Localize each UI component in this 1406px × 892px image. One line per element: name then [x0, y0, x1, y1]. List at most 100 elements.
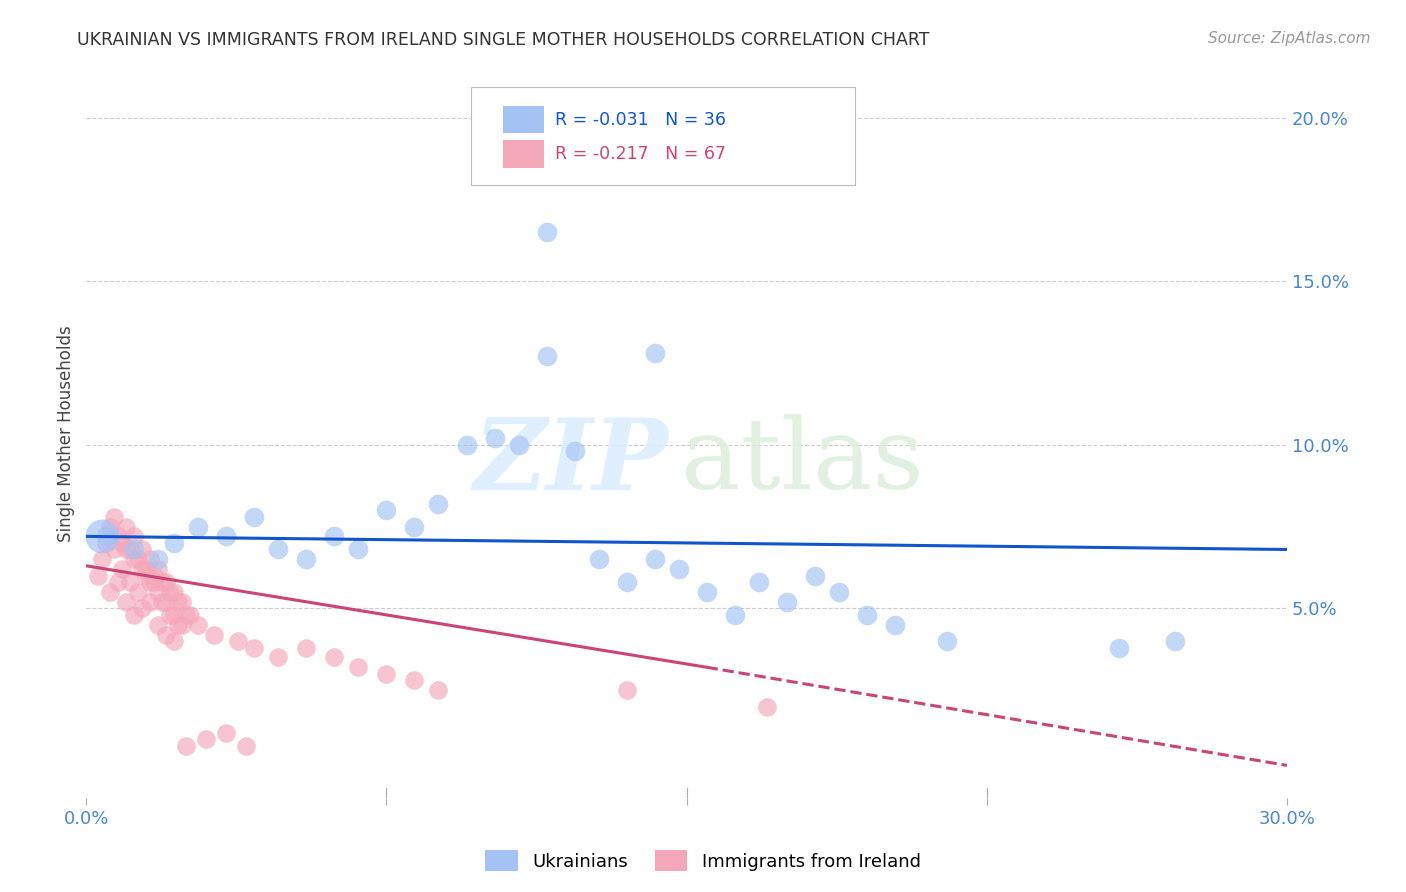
Point	[131, 542, 153, 557]
Point	[148, 552, 170, 566]
FancyBboxPatch shape	[503, 140, 544, 168]
Point	[484, 431, 506, 445]
Point	[456, 438, 478, 452]
Point	[120, 575, 142, 590]
Point	[404, 519, 426, 533]
Point	[139, 575, 162, 590]
Point	[215, 529, 238, 543]
Text: UKRAINIAN VS IMMIGRANTS FROM IRELAND SINGLE MOTHER HOUSEHOLDS CORRELATION CHART: UKRAINIAN VS IMMIGRANTS FROM IRELAND SIN…	[77, 31, 929, 49]
Text: R = -0.217   N = 67: R = -0.217 N = 67	[554, 145, 725, 163]
Point	[748, 575, 770, 590]
Point	[163, 607, 186, 622]
Point	[508, 438, 530, 452]
Point	[564, 444, 586, 458]
Point	[588, 552, 610, 566]
Point	[803, 568, 825, 582]
Point	[828, 585, 851, 599]
Legend: Ukrainians, Immigrants from Ireland: Ukrainians, Immigrants from Ireland	[478, 843, 928, 879]
Point	[87, 568, 110, 582]
Point	[616, 683, 638, 698]
Point	[167, 595, 190, 609]
Text: R = -0.031   N = 36: R = -0.031 N = 36	[554, 111, 725, 128]
Point	[243, 640, 266, 655]
Point	[148, 617, 170, 632]
Point	[215, 725, 238, 739]
Text: Source: ZipAtlas.com: Source: ZipAtlas.com	[1208, 31, 1371, 46]
Point	[228, 634, 250, 648]
Point	[159, 607, 181, 622]
Point	[96, 536, 118, 550]
Point	[115, 595, 138, 609]
Point	[159, 585, 181, 599]
Point	[176, 607, 198, 622]
Point	[103, 509, 125, 524]
Point	[150, 575, 173, 590]
Point	[295, 640, 318, 655]
Point	[139, 595, 162, 609]
Point	[155, 595, 177, 609]
Point	[98, 585, 121, 599]
Point	[150, 595, 173, 609]
Point	[427, 497, 450, 511]
Point	[111, 536, 134, 550]
Point	[124, 542, 146, 557]
Point	[179, 607, 201, 622]
Point	[96, 529, 118, 543]
Point	[883, 617, 905, 632]
Point	[148, 585, 170, 599]
Point	[644, 346, 666, 360]
Point	[616, 575, 638, 590]
Point	[135, 562, 157, 576]
FancyBboxPatch shape	[503, 106, 544, 134]
Point	[323, 650, 346, 665]
Point	[143, 575, 166, 590]
Point	[135, 568, 157, 582]
Y-axis label: Single Mother Households: Single Mother Households	[58, 325, 75, 541]
Point	[143, 568, 166, 582]
Point	[124, 607, 146, 622]
Point	[935, 634, 957, 648]
Point	[155, 627, 177, 641]
Point	[91, 529, 114, 543]
Point	[127, 585, 149, 599]
Point	[776, 595, 799, 609]
Point	[1108, 640, 1130, 655]
Point	[295, 552, 318, 566]
Point	[187, 617, 209, 632]
Point	[163, 536, 186, 550]
Point	[427, 683, 450, 698]
Point	[696, 585, 718, 599]
Point	[668, 562, 690, 576]
Point	[267, 650, 290, 665]
Point	[347, 660, 370, 674]
Point	[375, 666, 398, 681]
Point	[855, 607, 877, 622]
FancyBboxPatch shape	[471, 87, 855, 186]
Point	[347, 542, 370, 557]
Point	[167, 617, 190, 632]
Point	[91, 552, 114, 566]
Point	[267, 542, 290, 557]
Point	[202, 627, 225, 641]
Point	[404, 673, 426, 688]
Point	[243, 509, 266, 524]
Point	[163, 585, 186, 599]
Point	[115, 542, 138, 557]
Point	[103, 542, 125, 557]
Point	[124, 552, 146, 566]
Text: atlas: atlas	[681, 415, 924, 510]
Point	[127, 552, 149, 566]
Point	[235, 739, 257, 753]
Point	[155, 575, 177, 590]
Point	[1164, 634, 1187, 648]
Text: ZIP: ZIP	[474, 414, 669, 511]
Point	[111, 562, 134, 576]
Point	[115, 519, 138, 533]
Point	[131, 562, 153, 576]
Point	[724, 607, 747, 622]
Point	[163, 634, 186, 648]
Point	[107, 575, 129, 590]
Point	[107, 529, 129, 543]
Point	[536, 225, 558, 239]
Point	[172, 617, 194, 632]
